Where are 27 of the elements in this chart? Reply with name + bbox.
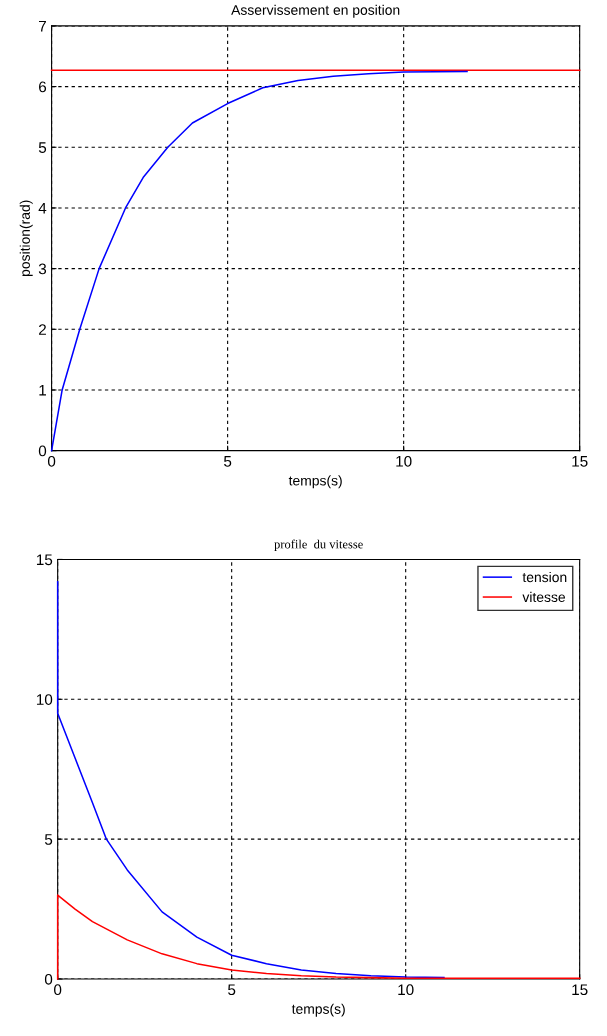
line-series <box>50 70 468 452</box>
y-tick-label: 15 <box>36 554 53 566</box>
y-tick-label: 2 <box>39 324 46 335</box>
x-tick-label: 0 <box>54 984 62 996</box>
x-axis-title: temps(s) <box>291 1003 345 1017</box>
y-tick-label: 5 <box>44 834 53 845</box>
y-tick-label: 7 <box>39 20 46 32</box>
x-tick-label: 10 <box>396 455 412 467</box>
chart-title: profile du vitesse <box>274 539 363 551</box>
x-tick-label: 15 <box>572 984 588 996</box>
legend-label: vitesse <box>522 591 566 603</box>
y-tick-label: 6 <box>39 81 47 93</box>
legend-label: tension <box>522 571 567 583</box>
x-tick-label: 15 <box>572 456 588 467</box>
y-tick-label: 0 <box>44 973 53 985</box>
y-tick-label: 10 <box>36 694 53 705</box>
y-axis-title: position(rad) <box>19 200 33 276</box>
y-tick-label: 5 <box>38 142 47 153</box>
y-tick-label: 4 <box>38 202 47 214</box>
x-tick-label: 5 <box>228 984 236 996</box>
chart-title: Asservissement en position <box>231 4 400 18</box>
y-tick-label: 3 <box>38 263 47 275</box>
x-axis-title: temps(s) <box>288 475 342 489</box>
y-tick-label: 1 <box>39 385 46 396</box>
x-tick-label: 10 <box>398 984 414 996</box>
x-tick-label: 5 <box>223 456 232 467</box>
y-tick-label: 0 <box>38 445 47 457</box>
